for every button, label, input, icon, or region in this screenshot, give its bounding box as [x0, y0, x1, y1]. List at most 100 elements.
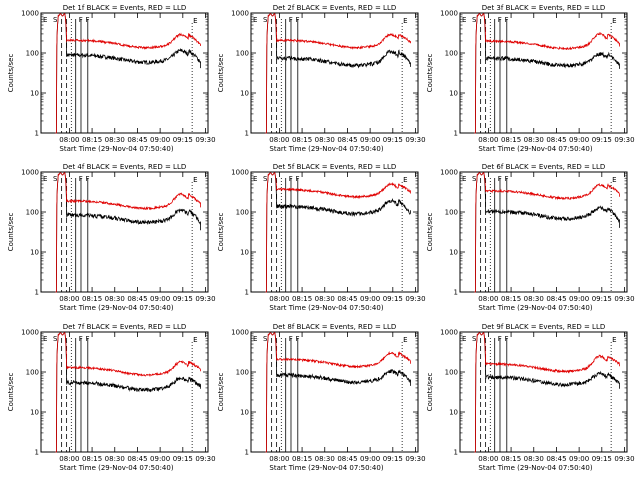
y-tick-label: 1 [35, 130, 39, 138]
chart-panel-8: Det 8f BLACK = Events, RED = LLD Start Ti… [217, 323, 426, 472]
plot-frame [250, 331, 419, 453]
marker-label: S [263, 175, 268, 183]
marker-label: S [472, 16, 477, 24]
marker-label: S [472, 175, 477, 183]
x-tick-label: 09:15 [173, 295, 193, 303]
marker-label: F [498, 335, 502, 343]
marker-label: E [193, 176, 197, 184]
x-tick-label: 08:00 [59, 136, 79, 144]
marker-label: F [79, 335, 83, 343]
chart-title: Det 7f BLACK = Events, RED = LLD [63, 323, 186, 331]
x-tick-label: 08:45 [337, 455, 357, 463]
marker-label: F [79, 175, 83, 183]
y-tick-label: 10 [240, 249, 249, 257]
marker-label: E [403, 17, 407, 25]
x-tick-label: 09:30 [195, 136, 215, 144]
marker-label: S [53, 335, 58, 343]
y-tick-label: 100 [445, 209, 458, 217]
marker-label: F [86, 175, 90, 183]
chart-title: Det 9f BLACK = Events, RED = LLD [482, 323, 605, 331]
marker-label: E [193, 336, 197, 344]
y-tick-label: 1000 [440, 169, 458, 177]
chart-title: Det 2f BLACK = Events, RED = LLD [273, 4, 396, 12]
series-lld-line [55, 172, 201, 293]
y-tick-label: 10 [449, 409, 458, 417]
marker-label: F [289, 16, 293, 24]
series-lld-line [55, 332, 201, 453]
series-lld-line [265, 172, 411, 293]
x-tick-label: 08:30 [524, 455, 544, 463]
x-tick-label: 08:00 [59, 455, 79, 463]
x-tick-label: 09:00 [569, 136, 589, 144]
x-tick-label: 09:30 [195, 295, 215, 303]
x-axis-label: Start Time (29-Nov-04 07:50:40) [269, 464, 383, 472]
x-tick-label: 08:00 [269, 455, 289, 463]
plot-frame [40, 331, 209, 453]
x-tick-label: 08:30 [105, 455, 125, 463]
x-tick-label: 09:30 [614, 455, 634, 463]
marker-label: F [86, 335, 90, 343]
x-tick-label: 08:00 [269, 136, 289, 144]
y-axis-label: Counts/sec [217, 213, 225, 252]
x-tick-label: 08:45 [127, 136, 147, 144]
x-tick-label: 09:15 [383, 295, 403, 303]
chart-panel-3: Det 3f BLACK = Events, RED = LLD Start Ti… [426, 4, 635, 153]
x-tick-label: 08:45 [337, 136, 357, 144]
series-events-line [265, 172, 411, 293]
y-tick-label: 1000 [21, 10, 39, 18]
marker-label: F [505, 335, 509, 343]
marker-label: E [462, 175, 466, 183]
x-tick-label: 08:15 [82, 136, 102, 144]
y-tick-label: 1 [35, 289, 39, 297]
x-tick-label: 09:00 [150, 136, 170, 144]
y-tick-label: 100 [236, 50, 249, 58]
series-lld-line [55, 13, 201, 134]
y-tick-label: 1000 [440, 329, 458, 337]
x-tick-label: 09:00 [569, 455, 589, 463]
x-tick-label: 08:15 [501, 136, 521, 144]
chart-panel-2: Det 2f BLACK = Events, RED = LLD Start Ti… [217, 4, 426, 153]
marker-label: E [612, 17, 616, 25]
marker-label: F [296, 16, 300, 24]
x-tick-label: 09:30 [614, 136, 634, 144]
plot-frame [40, 12, 209, 134]
y-tick-label: 1000 [21, 169, 39, 177]
y-axis-label: Counts/sec [7, 213, 15, 252]
x-tick-label: 08:15 [501, 295, 521, 303]
x-axis-label: Start Time (29-Nov-04 07:50:40) [478, 464, 592, 472]
x-tick-label: 09:15 [383, 136, 403, 144]
y-tick-label: 10 [240, 90, 249, 98]
y-tick-label: 1000 [231, 10, 249, 18]
y-axis-label: Counts/sec [217, 54, 225, 93]
marker-label: E [43, 175, 47, 183]
series-lld-line [474, 13, 620, 134]
marker-label: F [498, 16, 502, 24]
x-axis-label: Start Time (29-Nov-04 07:50:40) [59, 145, 173, 153]
x-tick-label: 09:30 [405, 136, 425, 144]
x-tick-label: 08:30 [315, 455, 335, 463]
x-tick-label: 08:15 [292, 295, 312, 303]
x-tick-label: 08:00 [478, 455, 498, 463]
marker-label: E [43, 16, 47, 24]
plot-frame [40, 171, 209, 293]
series-lld-line [265, 332, 411, 453]
x-tick-label: 09:30 [614, 295, 634, 303]
x-tick-label: 09:30 [405, 455, 425, 463]
marker-label: E [612, 336, 616, 344]
x-tick-label: 09:00 [360, 455, 380, 463]
y-tick-label: 10 [240, 409, 249, 417]
x-tick-label: 09:15 [383, 455, 403, 463]
y-tick-label: 1 [245, 449, 249, 457]
x-tick-label: 08:00 [478, 295, 498, 303]
x-tick-label: 08:45 [337, 295, 357, 303]
y-tick-label: 1 [454, 449, 458, 457]
marker-label: F [289, 335, 293, 343]
x-tick-label: 08:45 [546, 295, 566, 303]
x-tick-label: 09:00 [150, 455, 170, 463]
x-tick-label: 08:30 [315, 136, 335, 144]
marker-label: E [403, 176, 407, 184]
y-tick-label: 100 [26, 369, 39, 377]
y-tick-label: 1000 [231, 329, 249, 337]
marker-label: F [296, 335, 300, 343]
